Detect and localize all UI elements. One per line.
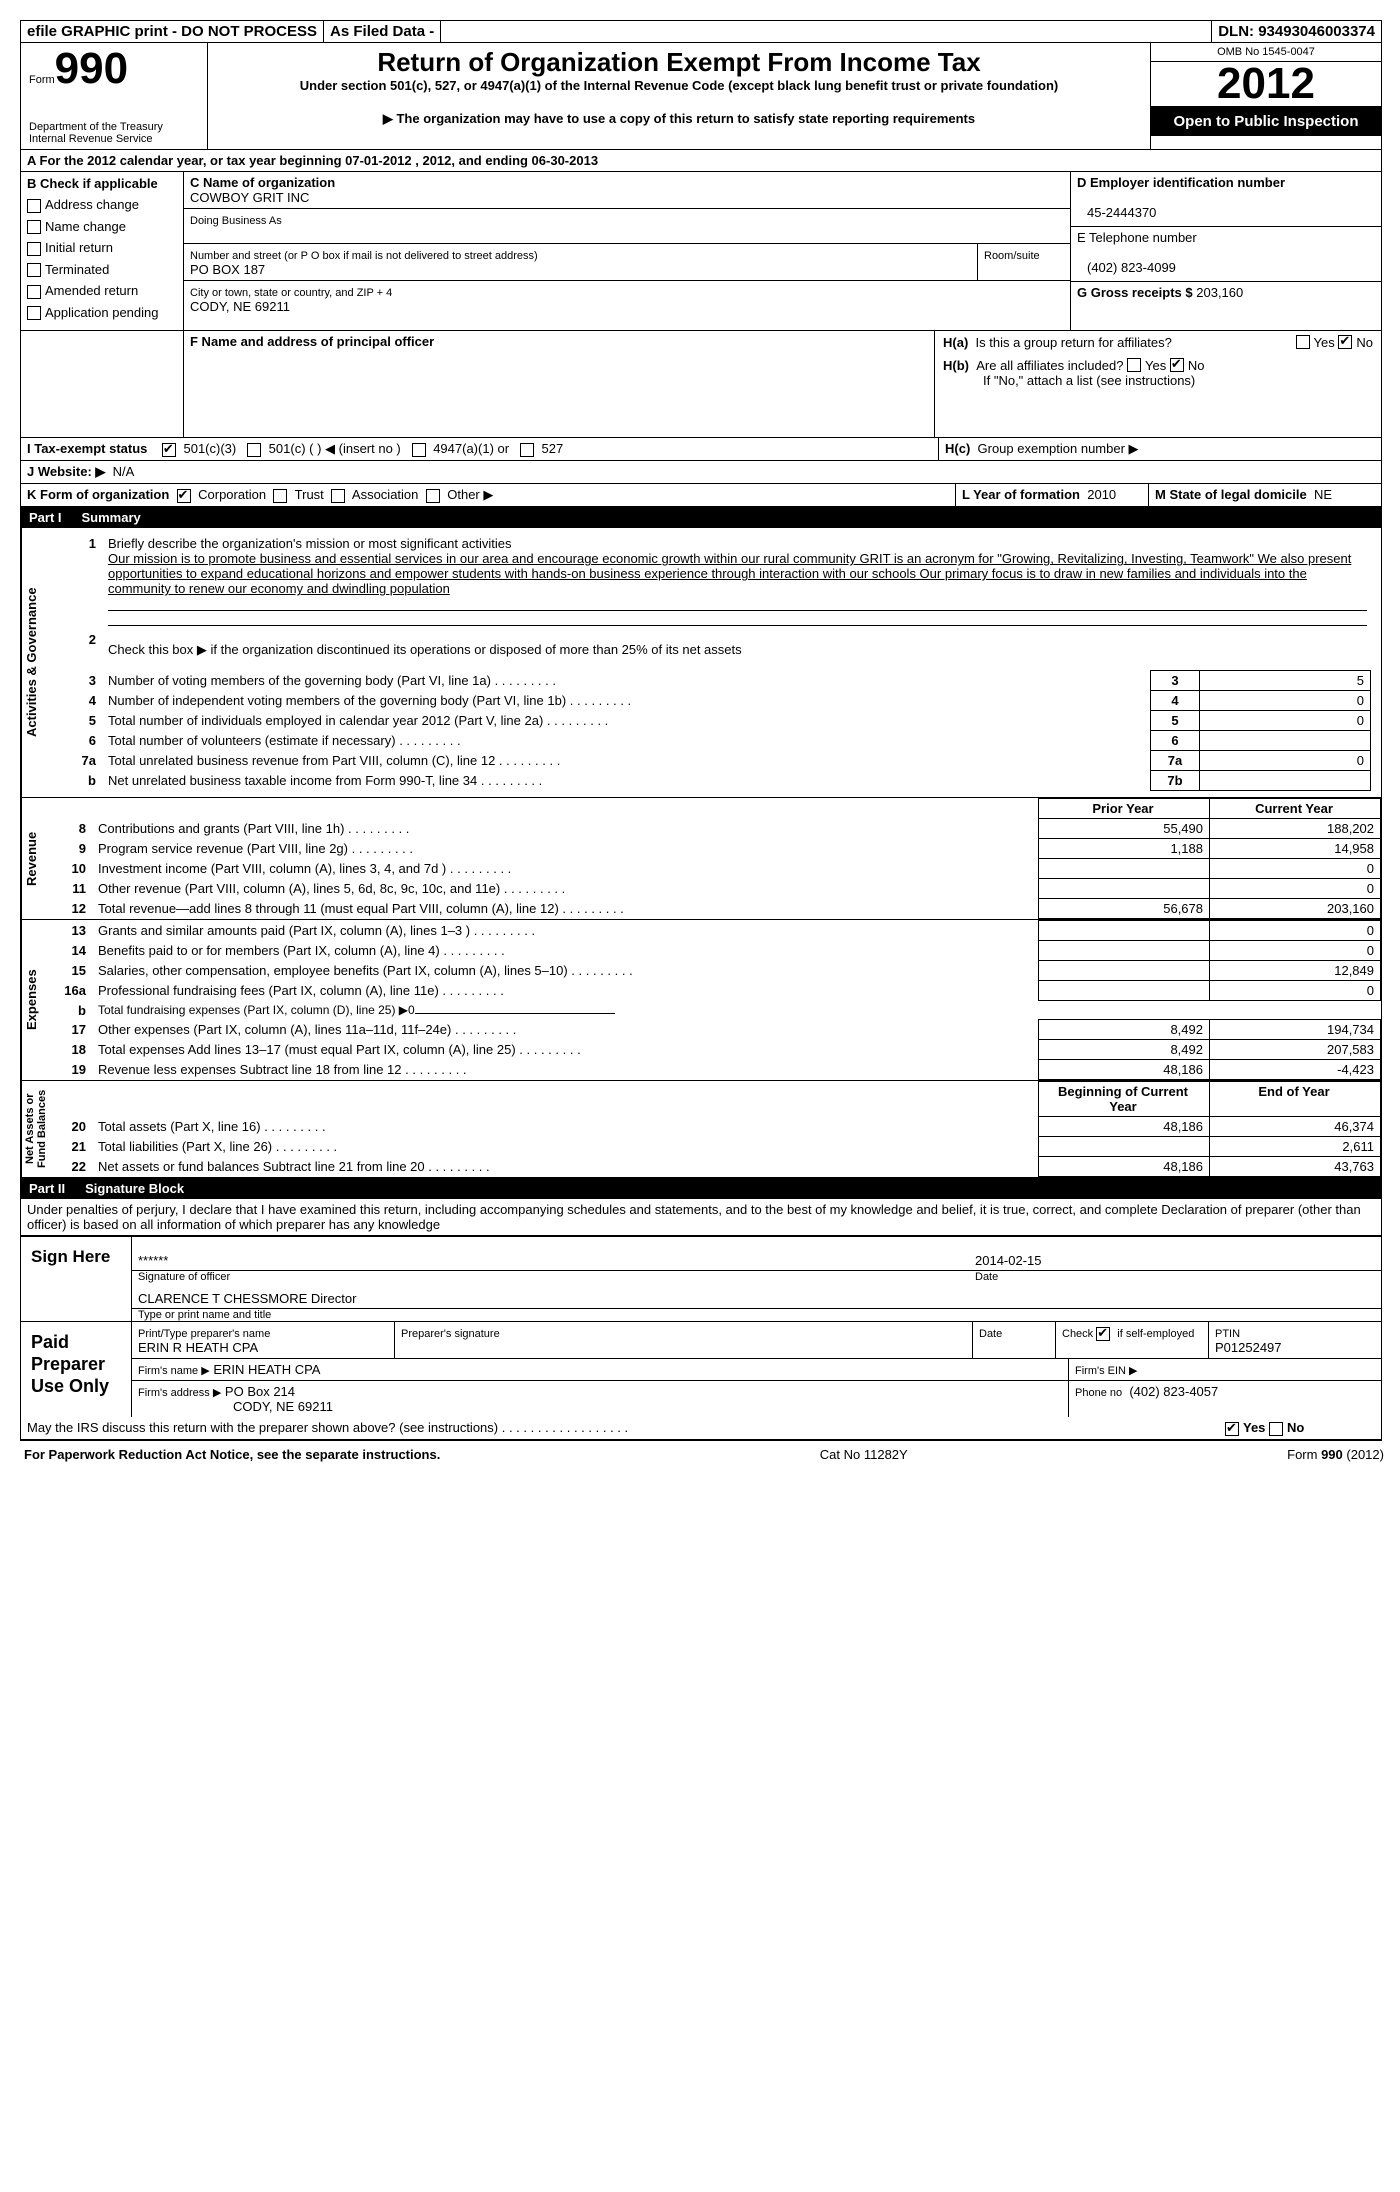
line-5: 5Total number of individuals employed in… — [62, 711, 1371, 731]
checkbox-initial-return: Initial return — [27, 240, 177, 256]
checkbox-name-change: Name change — [27, 219, 177, 235]
discuss-no-checkbox[interactable] — [1269, 1422, 1283, 1436]
website: N/A — [113, 464, 135, 479]
line-20: 20Total assets (Part X, line 16)48,18646… — [52, 1117, 1381, 1137]
line-i: I Tax-exempt status 501(c)(3) 501(c) ( )… — [21, 438, 1381, 461]
line-8: 8Contributions and grants (Part VIII, li… — [52, 819, 1381, 839]
line-16a: 16aProfessional fundraising fees (Part I… — [52, 981, 1381, 1001]
efile-notice: efile GRAPHIC print - DO NOT PROCESS — [21, 21, 324, 42]
section-exp: Expenses 13Grants and similar amounts pa… — [21, 920, 1381, 1081]
line-b: bTotal fundraising expenses (Part IX, co… — [52, 1001, 1381, 1020]
checkbox-application-pending: Application pending — [27, 305, 177, 321]
line-a: A For the 2012 calendar year, or tax yea… — [21, 150, 1381, 172]
line-17: 17Other expenses (Part IX, column (A), l… — [52, 1020, 1381, 1040]
address: PO BOX 187 — [190, 262, 265, 277]
section-net: Net Assets or Fund Balances Beginning of… — [21, 1081, 1381, 1178]
part1-header: Part I Summary — [21, 507, 1381, 528]
section-c: C Name of organizationCOWBOY GRIT INC Do… — [184, 172, 1071, 330]
form-number: 990 — [55, 44, 128, 93]
preparer-name: ERIN R HEATH CPA — [138, 1340, 258, 1355]
perjury: Under penalties of perjury, I declare th… — [21, 1199, 1381, 1236]
subtitle: Under section 501(c), 527, or 4947(a)(1)… — [212, 78, 1146, 93]
vlabel-gov: Activities & Governance — [21, 528, 52, 797]
section-h: H(a) Is this a group return for affiliat… — [935, 331, 1381, 437]
dept: Department of the Treasury Internal Reve… — [29, 121, 199, 145]
line-j: J Website: ▶ N/A — [21, 461, 1381, 484]
discuss-yes-checkbox[interactable] — [1225, 1422, 1239, 1436]
ein: 45-2444370 — [1077, 205, 1156, 220]
discuss-line: May the IRS discuss this return with the… — [21, 1417, 1381, 1440]
fh-block: F Name and address of principal officer … — [21, 331, 1381, 438]
vlabel-net: Net Assets or Fund Balances — [21, 1081, 52, 1177]
gross-receipts: 203,160 — [1196, 285, 1243, 300]
vlabel-exp: Expenses — [21, 920, 52, 1080]
checkbox-amended-return: Amended return — [27, 283, 177, 299]
bcd-block: B Check if applicable Address changeName… — [21, 172, 1381, 331]
checkbox-terminated: Terminated — [27, 262, 177, 278]
officer-sig: ****** — [138, 1253, 168, 1268]
line-13: 13Grants and similar amounts paid (Part … — [52, 921, 1381, 941]
line-9: 9Program service revenue (Part VIII, lin… — [52, 839, 1381, 859]
section-b: B Check if applicable Address changeName… — [21, 172, 184, 330]
self-employed-checkbox[interactable] — [1096, 1327, 1110, 1341]
sig-date: 2014-02-15 — [975, 1253, 1375, 1268]
topbar: efile GRAPHIC print - DO NOT PROCESS As … — [21, 21, 1381, 43]
line-3: 3Number of voting members of the governi… — [62, 671, 1371, 691]
city-zip: CODY, NE 69211 — [190, 299, 290, 314]
line-22: 22Net assets or fund balances Subtract l… — [52, 1157, 1381, 1177]
line-6: 6Total number of volunteers (estimate if… — [62, 731, 1371, 751]
line-7a: 7aTotal unrelated business revenue from … — [62, 751, 1371, 771]
line-15: 15Salaries, other compensation, employee… — [52, 961, 1381, 981]
paid-preparer-block: Paid Preparer Use Only Print/Type prepar… — [21, 1321, 1381, 1417]
line-klm: K Form of organization Corporation Trust… — [21, 484, 1381, 507]
phone: (402) 823-4099 — [1077, 260, 1176, 275]
sign-block: Sign Here ****** 2014-02-15 Signature of… — [21, 1236, 1381, 1321]
line-14: 14Benefits paid to or for members (Part … — [52, 941, 1381, 961]
vlabel-rev: Revenue — [21, 798, 52, 919]
line-b: bNet unrelated business taxable income f… — [62, 771, 1371, 791]
line-18: 18Total expenses Add lines 13–17 (must e… — [52, 1040, 1381, 1060]
checkbox-address-change: Address change — [27, 197, 177, 213]
line-10: 10Investment income (Part VIII, column (… — [52, 859, 1381, 879]
ha-yes-checkbox[interactable] — [1296, 335, 1310, 349]
footer: For Paperwork Reduction Act Notice, see … — [20, 1441, 1388, 1468]
hb-yes-checkbox[interactable] — [1127, 358, 1141, 372]
form-title: Return of Organization Exempt From Incom… — [212, 47, 1146, 78]
org-name: COWBOY GRIT INC — [190, 190, 309, 205]
hb-no-checkbox[interactable] — [1170, 358, 1184, 372]
part2-header: Part II Signature Block — [21, 1178, 1381, 1199]
header: Form990 Department of the Treasury Inter… — [21, 43, 1381, 150]
tax-year: 2012 — [1151, 62, 1381, 107]
line-21: 21Total liabilities (Part X, line 26)2,6… — [52, 1137, 1381, 1157]
line-12: 12Total revenue—add lines 8 through 11 (… — [52, 899, 1381, 919]
officer-name: CLARENCE T CHESSMORE Director — [138, 1291, 356, 1306]
mission: Our mission is to promote business and e… — [108, 551, 1351, 596]
note: The organization may have to use a copy … — [212, 111, 1146, 127]
section-f: F Name and address of principal officer — [190, 334, 434, 349]
as-filed: As Filed Data - — [324, 21, 441, 42]
section-rev: Revenue Prior YearCurrent Year8Contribut… — [21, 798, 1381, 920]
line-4: 4Number of independent voting members of… — [62, 691, 1371, 711]
line-19: 19Revenue less expenses Subtract line 18… — [52, 1060, 1381, 1080]
ptin: P01252497 — [1215, 1340, 1282, 1355]
dln: DLN: 93493046003374 — [1212, 21, 1381, 42]
form-990: efile GRAPHIC print - DO NOT PROCESS As … — [20, 20, 1382, 1441]
ha-no-checkbox[interactable] — [1338, 335, 1352, 349]
section-gov: Activities & Governance 1Briefly describ… — [21, 528, 1381, 798]
preparer-phone: (402) 823-4057 — [1129, 1384, 1218, 1399]
section-deg: D Employer identification number45-24443… — [1071, 172, 1381, 330]
firm-name: ERIN HEATH CPA — [213, 1362, 320, 1377]
line-11: 11Other revenue (Part VIII, column (A), … — [52, 879, 1381, 899]
open-inspection: Open to Public Inspection — [1151, 107, 1381, 136]
